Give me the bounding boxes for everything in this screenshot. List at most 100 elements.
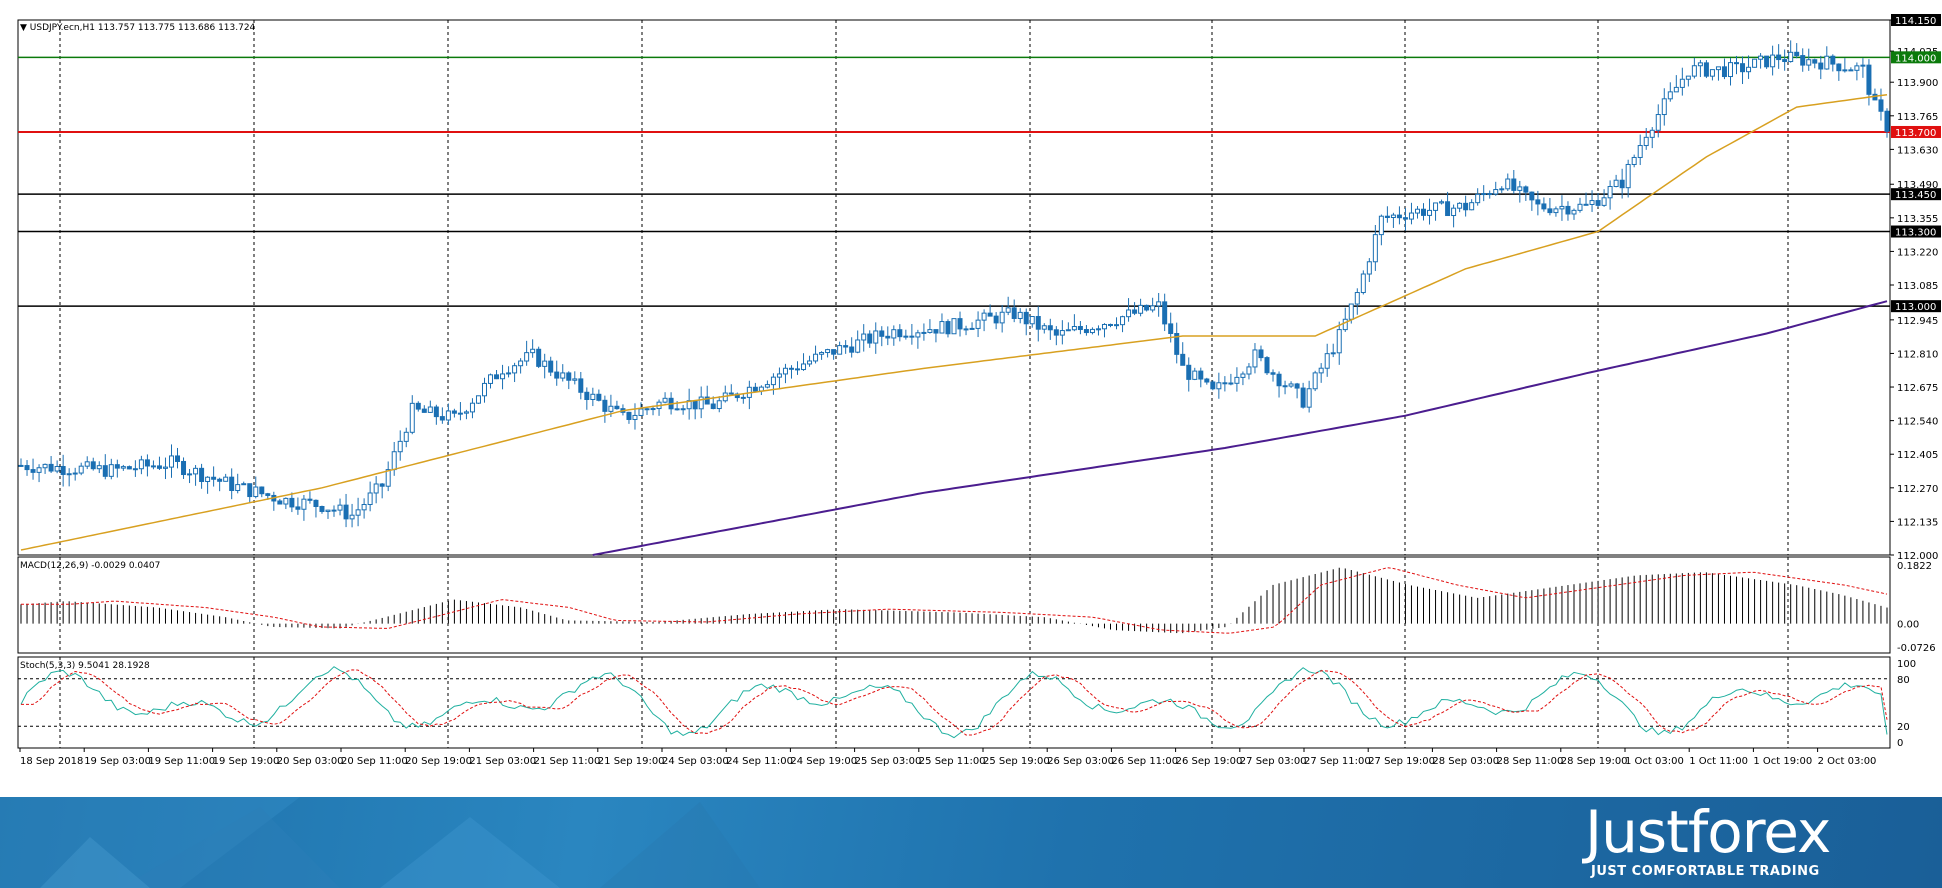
candle-body bbox=[265, 493, 271, 496]
candle-body bbox=[1734, 62, 1740, 65]
time-tick-label: 1 Oct 11:00 bbox=[1689, 756, 1748, 767]
stoch-scale-label: 0 bbox=[1897, 738, 1903, 749]
candle-body bbox=[614, 405, 620, 410]
candle-body bbox=[1667, 91, 1673, 100]
candle-body bbox=[1216, 382, 1222, 390]
candle-body bbox=[530, 348, 536, 354]
time-tick-label: 27 Sep 19:00 bbox=[1368, 756, 1435, 767]
candle-body bbox=[1276, 373, 1282, 387]
candle-body bbox=[512, 365, 518, 374]
stoch-main-line bbox=[20, 666, 1888, 739]
price-chart[interactable]: 114.150114.025113.900113.765113.630113.4… bbox=[0, 0, 1942, 797]
candle-body bbox=[698, 396, 704, 410]
candle-body bbox=[156, 465, 162, 469]
candle-body bbox=[1433, 202, 1439, 211]
candle-body bbox=[1655, 114, 1661, 131]
candle-body bbox=[674, 408, 680, 411]
candle-body bbox=[1866, 64, 1872, 95]
candle-body bbox=[325, 509, 331, 512]
candle-body bbox=[1764, 55, 1770, 68]
candle-body bbox=[1842, 69, 1848, 72]
candle-body bbox=[1848, 69, 1854, 72]
macd-header: MACD(12,26,9) -0.0029 0.0407 bbox=[20, 561, 160, 571]
candle-body bbox=[662, 397, 668, 403]
candle-body bbox=[1547, 208, 1553, 214]
candle-body bbox=[548, 360, 554, 373]
candle-body bbox=[1144, 304, 1150, 311]
candle-body bbox=[1077, 326, 1083, 331]
candle-body bbox=[1451, 207, 1457, 217]
candle-body bbox=[469, 402, 475, 413]
price-tick-label: 112.270 bbox=[1897, 484, 1938, 495]
level-tag bbox=[1891, 51, 1941, 64]
candle-body bbox=[596, 393, 602, 401]
candle-body bbox=[1746, 66, 1752, 73]
candle-body bbox=[409, 402, 415, 433]
candle-body bbox=[1541, 203, 1547, 210]
candle-body bbox=[1150, 305, 1156, 311]
candle-body bbox=[542, 360, 548, 367]
price-tick-label: 113.355 bbox=[1897, 214, 1938, 225]
macd-signal-line bbox=[21, 567, 1888, 634]
candle-body bbox=[1300, 387, 1306, 408]
candle-body bbox=[1421, 208, 1427, 216]
candle-body bbox=[1625, 163, 1631, 189]
time-tick-label: 25 Sep 11:00 bbox=[919, 756, 986, 767]
candle-body bbox=[1252, 349, 1258, 368]
candle-body bbox=[1740, 63, 1746, 73]
candle-body bbox=[48, 463, 54, 472]
candle-body bbox=[1378, 215, 1384, 236]
candle-body bbox=[855, 339, 861, 353]
candle-body bbox=[572, 378, 578, 381]
candle-body bbox=[367, 492, 373, 506]
top-price-tag bbox=[1891, 14, 1941, 26]
time-tick-label: 20 Sep 19:00 bbox=[405, 756, 472, 767]
candle-body bbox=[445, 410, 451, 421]
candle-body bbox=[963, 328, 969, 331]
candle-body bbox=[1673, 86, 1679, 93]
candle-body bbox=[578, 378, 584, 393]
candle-body bbox=[1168, 323, 1174, 335]
candle-body bbox=[1697, 62, 1703, 67]
candle-body bbox=[1324, 353, 1330, 369]
candle-body bbox=[187, 473, 193, 476]
time-tick-label: 26 Sep 11:00 bbox=[1111, 756, 1178, 767]
price-tick-label: 113.220 bbox=[1897, 247, 1938, 258]
candle-body bbox=[1721, 66, 1727, 78]
candle-body bbox=[1469, 202, 1475, 211]
candle-body bbox=[235, 484, 241, 491]
macd-scale-label: -0.0726 bbox=[1897, 643, 1936, 654]
candle-body bbox=[1487, 193, 1493, 196]
price-tick-label: 113.900 bbox=[1897, 78, 1938, 89]
time-tick-label: 28 Sep 03:00 bbox=[1432, 756, 1499, 767]
candle-body bbox=[217, 478, 223, 482]
candle-body bbox=[1794, 51, 1800, 57]
candle-body bbox=[1204, 378, 1210, 383]
candle-body bbox=[1457, 202, 1463, 209]
candle-body bbox=[331, 509, 337, 512]
candle-body bbox=[1035, 316, 1041, 330]
stoch-signal-line bbox=[21, 669, 1888, 736]
candle-body bbox=[909, 335, 915, 338]
candle-body bbox=[1782, 59, 1788, 63]
candle-body bbox=[132, 468, 138, 471]
candle-body bbox=[391, 451, 397, 471]
candle-body bbox=[873, 330, 879, 344]
candle-body bbox=[1210, 381, 1216, 390]
candle-body bbox=[1005, 307, 1011, 313]
candle-body bbox=[554, 371, 560, 379]
candle-body bbox=[1523, 186, 1529, 193]
candle-body bbox=[379, 483, 385, 487]
candle-body bbox=[1186, 364, 1192, 380]
candle-body bbox=[54, 466, 60, 472]
candle-body bbox=[1776, 54, 1782, 61]
brand-logo[interactable]: Justforex bbox=[1585, 798, 1831, 866]
candle-body bbox=[1029, 316, 1035, 325]
candle-body bbox=[229, 476, 235, 491]
candle-body bbox=[199, 467, 205, 482]
candle-body bbox=[18, 464, 24, 467]
candle-body bbox=[205, 476, 211, 482]
macd-panel-frame bbox=[17, 556, 1891, 654]
candle-body bbox=[638, 408, 644, 416]
candle-body bbox=[120, 466, 126, 469]
